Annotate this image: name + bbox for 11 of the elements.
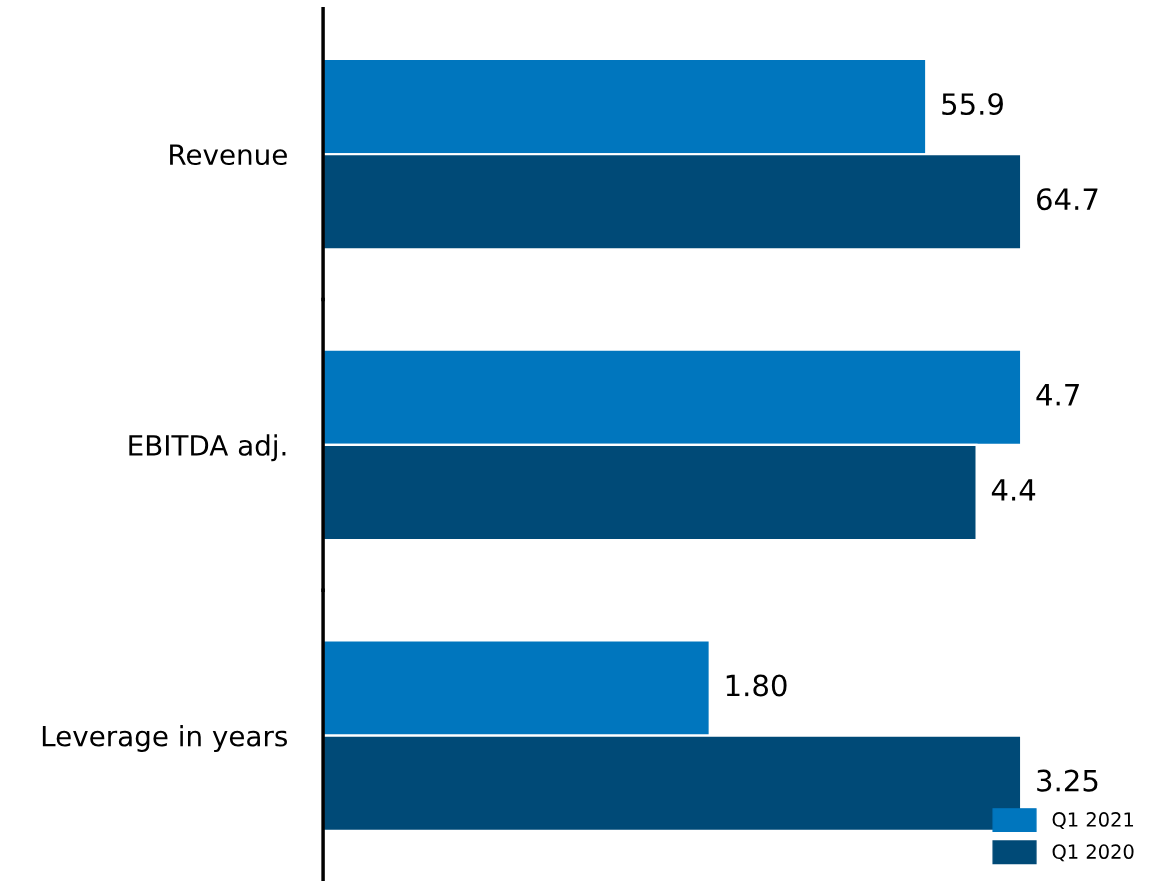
legend-label: Q1 2021 — [1052, 812, 1134, 830]
data-label: 4.7 — [1036, 384, 1079, 406]
y-tick-label: EBITDA adj. — [129, 434, 286, 462]
data-label: 4.4 — [991, 479, 1036, 501]
data-label: 1.80 — [726, 674, 787, 697]
data-label: 64.7 — [1037, 188, 1098, 211]
y-tick-label: Leverage in years — [42, 725, 287, 752]
data-label: 3.25 — [1037, 769, 1098, 792]
legend-label: Q1 2020 — [1052, 844, 1134, 862]
y-tick-label: Revenue — [170, 144, 287, 166]
data-label: 55.9 — [942, 93, 1003, 116]
